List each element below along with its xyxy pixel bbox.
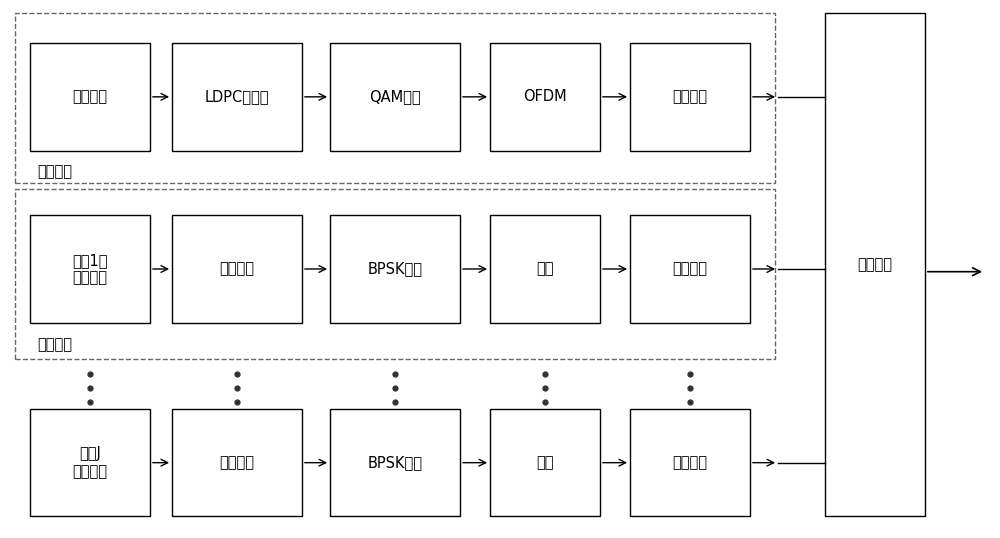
Text: 测控链路: 测控链路 [37, 337, 72, 352]
FancyBboxPatch shape [490, 215, 600, 323]
Text: 卷积编码: 卷积编码 [220, 455, 254, 470]
FancyBboxPatch shape [330, 215, 460, 323]
Text: 数据信息: 数据信息 [72, 89, 108, 104]
FancyBboxPatch shape [825, 13, 925, 516]
Text: 信道叠加: 信道叠加 [858, 258, 893, 272]
Text: OFDM: OFDM [523, 89, 567, 104]
Text: 功率调整: 功率调整 [672, 261, 708, 277]
FancyBboxPatch shape [330, 43, 460, 151]
FancyBboxPatch shape [630, 215, 750, 323]
Text: 用户1：
测控信息: 用户1： 测控信息 [72, 253, 108, 285]
Text: 用户J
测控信息: 用户J 测控信息 [72, 447, 108, 479]
Text: LDPC码编码: LDPC码编码 [205, 89, 269, 104]
FancyBboxPatch shape [30, 215, 150, 323]
FancyBboxPatch shape [630, 409, 750, 516]
Text: 扩频: 扩频 [536, 261, 554, 277]
FancyBboxPatch shape [30, 43, 150, 151]
FancyBboxPatch shape [330, 409, 460, 516]
FancyBboxPatch shape [172, 43, 302, 151]
FancyBboxPatch shape [490, 409, 600, 516]
Text: 功率调整: 功率调整 [672, 89, 708, 104]
Text: 功率调整: 功率调整 [672, 455, 708, 470]
Text: 扩频: 扩频 [536, 455, 554, 470]
Text: BPSK调制: BPSK调制 [368, 455, 422, 470]
Text: 数据链路: 数据链路 [37, 164, 72, 179]
FancyBboxPatch shape [630, 43, 750, 151]
FancyBboxPatch shape [172, 215, 302, 323]
FancyBboxPatch shape [490, 43, 600, 151]
Text: 卷积编码: 卷积编码 [220, 261, 254, 277]
Text: BPSK调制: BPSK调制 [368, 261, 422, 277]
FancyBboxPatch shape [172, 409, 302, 516]
FancyBboxPatch shape [30, 409, 150, 516]
Text: QAM调制: QAM调制 [369, 89, 421, 104]
